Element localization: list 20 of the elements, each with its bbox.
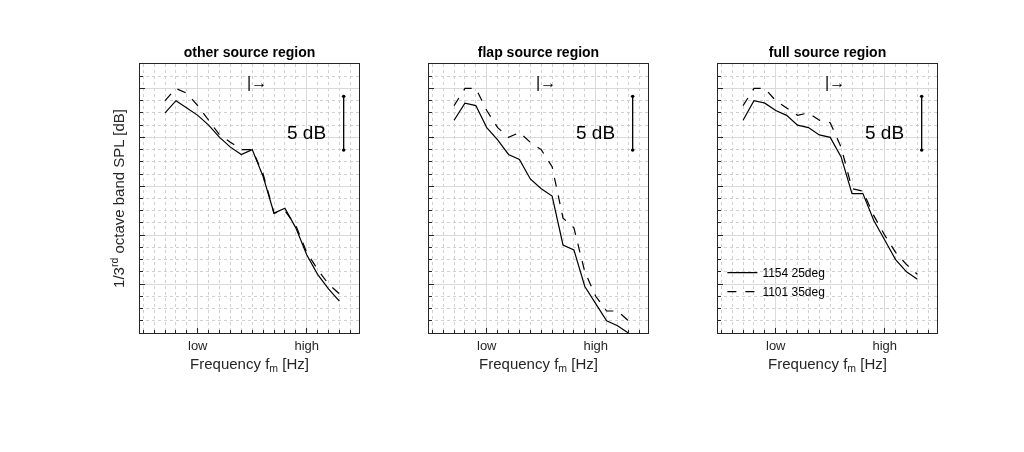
annotation: |→ [247,74,268,91]
chart-title: full source region [768,43,887,60]
x-tick-label: high [583,337,608,353]
chart-title: flap source region [477,43,600,60]
x-tick-label: low [187,337,209,353]
annotation: |→ [536,74,557,91]
annotation: |→ [825,74,846,91]
x-axis-title: Frequency f$_{m}$ [Hz] [479,354,598,374]
x-tick-label: low [476,337,498,353]
x-tick-label: high [872,337,897,353]
annotation: 5 dB [287,122,327,143]
legend-label: 1154 25deg [762,266,825,281]
x-axis-title: Frequency f$_{m}$ [Hz] [190,354,309,374]
x-tick-label: high [294,337,319,353]
legend-label: 1101 35deg [762,285,825,300]
x-axis-title: Frequency f$_{m}$ [Hz] [768,354,887,374]
x-tick-label: low [765,337,787,353]
chart-title: other source region [183,43,316,60]
annotation: 5 dB [576,122,616,143]
annotation: 5 dB [865,122,905,143]
